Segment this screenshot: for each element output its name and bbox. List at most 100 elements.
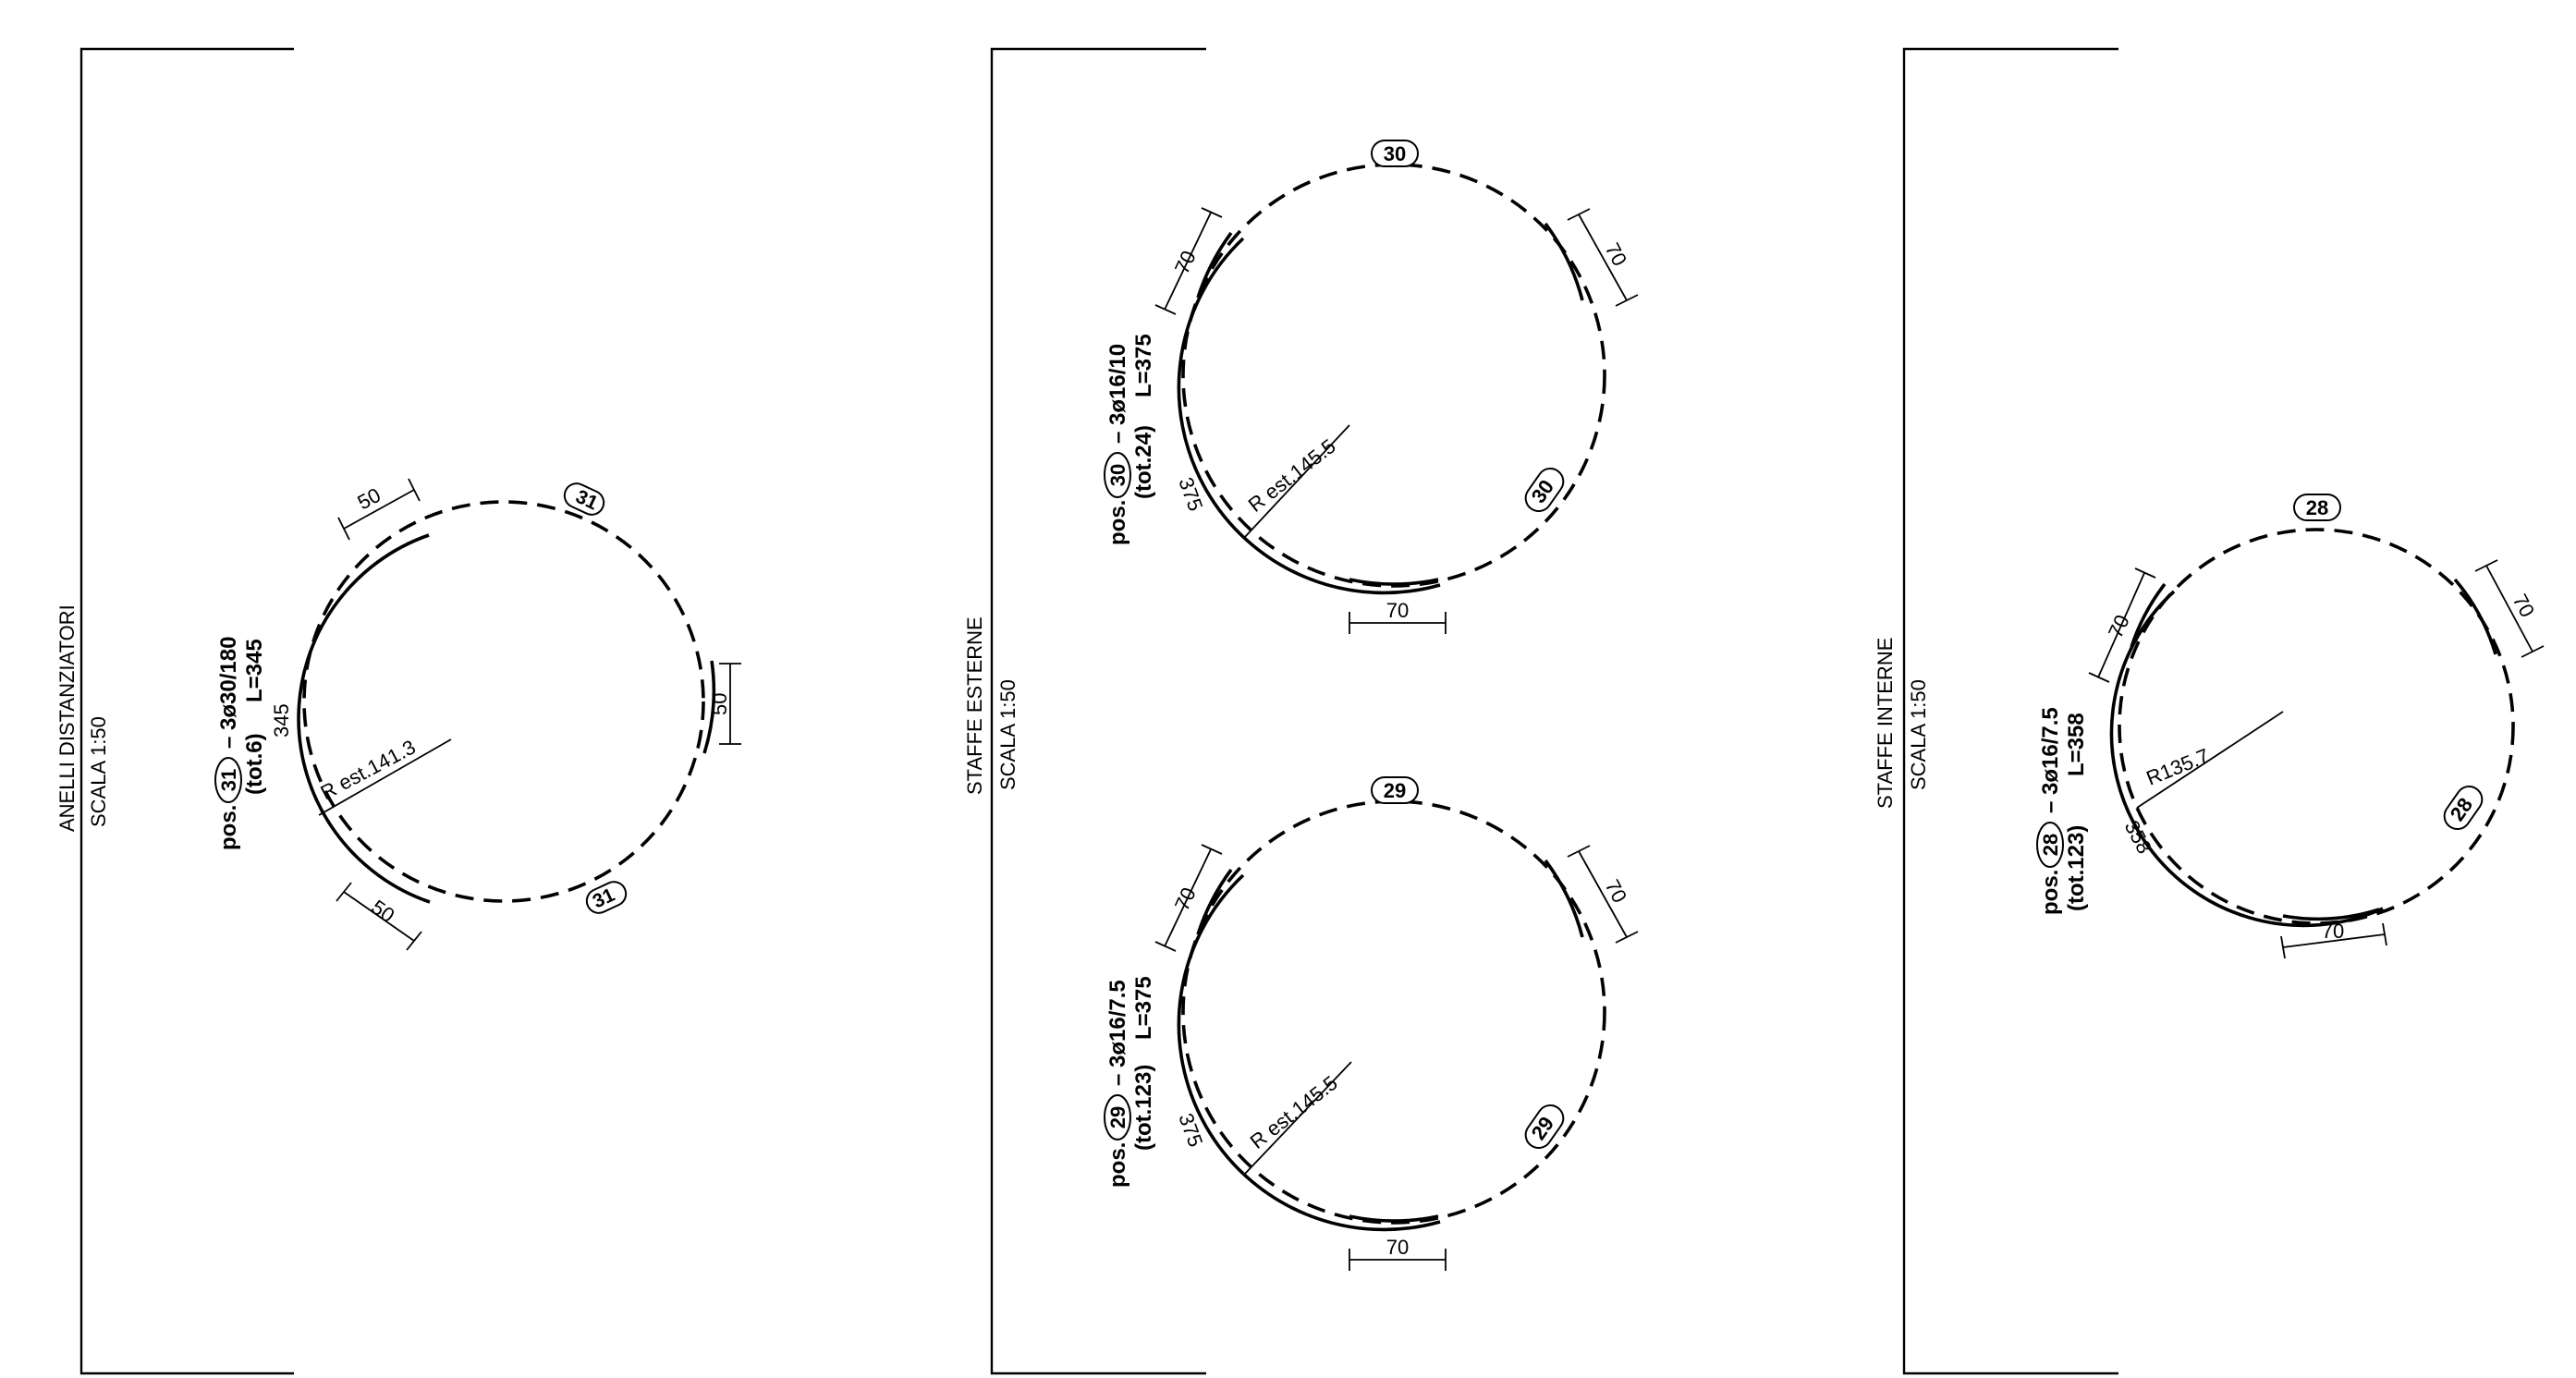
ring-29-dim-right: [1578, 850, 1628, 938]
section-scale: SCALA 1:50: [87, 716, 110, 827]
ring-30-dim-right: [1578, 213, 1628, 301]
ring-31-radius-label: R est.141.3: [317, 736, 420, 805]
ring-29-dim-left: [1164, 848, 1212, 947]
ring-28-tag-top-box: [2293, 494, 2341, 521]
ring-28-dashed-circle: [2118, 528, 2515, 925]
mark-number: 31: [217, 769, 240, 791]
dim-tick: [2382, 922, 2387, 946]
ring-29-tag-top: 29: [1384, 779, 1406, 802]
ring-28-overlap-left-label: 70: [2104, 611, 2134, 641]
total-count: (tot.24): [1131, 425, 1156, 499]
ring-30-overlap-bottom: [1349, 578, 1439, 586]
ring-29: R est.145.5 375 70 70 70 29 29: [1154, 776, 1639, 1271]
bar-spec: – 3ø16/7.5: [2038, 707, 2063, 813]
ring-29-tag-side-box: [1524, 1104, 1565, 1150]
ring-30-tag-top-box: [1371, 140, 1419, 167]
ring-31-radius-line: [318, 738, 452, 816]
pos-label: pos.: [1105, 500, 1130, 545]
section-frame: [990, 47, 1206, 1375]
bar-length: L=358: [2064, 713, 2089, 776]
ring-29-arc-length: 375: [1174, 1110, 1207, 1150]
ring-29-dashed-circle: [1181, 799, 1606, 1225]
section-title: STAFFE ESTERNE: [963, 616, 986, 795]
dim-tick: [1154, 304, 1177, 315]
dim-tick: [2474, 559, 2498, 572]
ring-30-radius-line: [1243, 424, 1350, 539]
ring-28-dim-bottom: [2282, 933, 2386, 948]
dim-tick: [2088, 672, 2110, 683]
section-title: STAFFE INTERNE: [1874, 638, 1897, 809]
section-staffe-interne: STAFFE INTERNE SCALA 1:50: [1874, 47, 2118, 1375]
ring-28-radius-label: R135.7: [2143, 744, 2213, 790]
section-scale: SCALA 1:50: [1907, 679, 1930, 790]
pos-label: pos.: [216, 805, 241, 850]
pos-label: pos.: [2038, 870, 2063, 915]
dim-tick: [408, 478, 421, 502]
dim-tick: [337, 517, 350, 541]
section-anelli-distanziatori: ANELLI DISTANZIATORI SCALA 1:50: [55, 47, 294, 1375]
dim-tick: [1615, 931, 1639, 944]
ring-29-tag-top-box: [1371, 776, 1419, 804]
pos-label: pos.: [1105, 1142, 1130, 1188]
ring-28: R135.7 358 70 70 70 28 28: [2088, 494, 2545, 959]
ring-31-arc-length: 345: [270, 703, 293, 738]
total-count: (tot.6): [242, 733, 267, 795]
ring-29-overlap-bottom-label: 70: [1386, 1236, 1409, 1259]
ring-29-spec: pos. 29 – 3ø16/7.5 (tot.123) L=375: [1104, 976, 1156, 1188]
ring-30-radius-label: R est.145.5: [1244, 434, 1340, 517]
ring-30-overlap-left-label: 70: [1170, 247, 1201, 277]
ring-31-dim-top: [343, 489, 415, 530]
dim-tick: [1567, 845, 1591, 858]
ring-29-radius-label: R est.145.5: [1246, 1071, 1342, 1153]
ring-31-overlap-bottom-label: 50: [367, 896, 398, 928]
total-count: (tot.123): [1131, 1065, 1156, 1151]
ring-28-overlap-left: [2130, 582, 2167, 648]
ring-28-spec: pos. 28 – 3ø16/7.5 (tot.123) L=358: [2036, 707, 2089, 915]
ring-31-spec: pos. 31 – 3ø30/180 (tot.6) L=345: [214, 637, 267, 850]
total-count: (tot.123): [2064, 825, 2089, 911]
ring-31-solid-arc: [297, 533, 431, 904]
dim-tick: [1615, 294, 1639, 307]
bar-spec: – 3ø16/10: [1105, 344, 1130, 444]
ring-28-overlap-right: [2453, 578, 2497, 655]
mark-number: 28: [2039, 834, 2062, 856]
ring-28-solid-arc: [2109, 590, 2384, 928]
dim-tick: [1154, 941, 1177, 952]
ring-30-overlap-right: [1544, 222, 1584, 301]
dim-tick: [2280, 935, 2286, 959]
section-frame: [79, 47, 294, 1375]
mark-number: 29: [1106, 1106, 1129, 1128]
ring-28-radius-line: [2136, 711, 2284, 809]
ring-31-tag-top-box: [563, 482, 605, 516]
ring-29-solid-arc: [1177, 873, 1441, 1232]
bar-length: L=345: [242, 639, 267, 702]
ring-31: R est.141.3 345 50 50 50 31 31: [270, 478, 741, 951]
ring-28-tag-top: 28: [2306, 496, 2328, 519]
dim-tick: [2521, 645, 2545, 658]
ring-29-overlap-right-label: 70: [1601, 876, 1632, 907]
dim-tick: [1201, 207, 1223, 218]
ring-29-overlap-bottom: [1349, 1214, 1439, 1223]
dim-tick: [406, 931, 422, 951]
bar-spec: – 3ø30/180: [216, 637, 241, 749]
ring-29-overlap-left-label: 70: [1170, 884, 1201, 914]
ring-29-overlap-left: [1196, 868, 1233, 935]
mark-number: 30: [1106, 464, 1129, 486]
ring-31-overlap-right: [702, 660, 716, 754]
mark-oval: [2036, 822, 2064, 868]
mark-oval: [214, 757, 242, 803]
ring-30-tag-top: 30: [1384, 142, 1406, 165]
mark-oval: [1104, 452, 1131, 498]
ring-30-dashed-circle: [1181, 163, 1606, 588]
ring-31-dim-bottom: [343, 891, 415, 942]
dim-tick: [1567, 208, 1591, 221]
ring-30-overlap-right-label: 70: [1601, 239, 1632, 270]
dim-tick: [336, 882, 352, 902]
ring-29-overlap-right: [1544, 859, 1584, 938]
ring-28-overlap-bottom: [2282, 908, 2380, 921]
ring-30: R est.145.5 375 70 70 70 30 30: [1154, 140, 1639, 634]
section-scale: SCALA 1:50: [996, 679, 1019, 790]
section-title: ANELLI DISTANZIATORI: [55, 604, 79, 832]
ring-30-overlap-bottom-label: 70: [1386, 599, 1409, 622]
bar-length: L=375: [1131, 976, 1156, 1040]
